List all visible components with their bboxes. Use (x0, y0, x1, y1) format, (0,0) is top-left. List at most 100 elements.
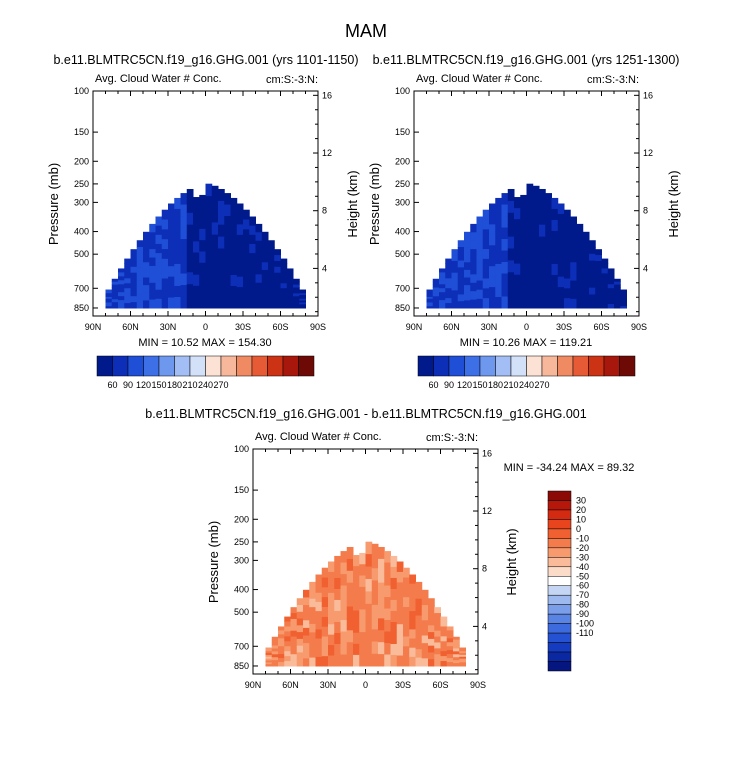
field-cell (105, 300, 113, 303)
field-cell (359, 564, 366, 577)
field-cell (365, 591, 373, 605)
y-tick-label: 200 (234, 514, 249, 524)
field-cell (464, 300, 471, 309)
field-cell (439, 304, 446, 309)
field-cell (476, 271, 484, 282)
field-cell (118, 268, 125, 273)
field-cell (136, 274, 144, 282)
x-tick-label: 60S (593, 322, 609, 332)
field-cell (457, 247, 465, 255)
field-cell (446, 642, 454, 647)
field-cell (507, 224, 515, 238)
field-cell (143, 285, 150, 294)
field-cell (453, 639, 460, 644)
field-cell (271, 654, 279, 658)
field-cell (520, 228, 527, 241)
field-cell (124, 298, 131, 304)
field-cell (532, 283, 540, 297)
field-cell (520, 194, 527, 207)
field-cell (193, 230, 200, 242)
field-cell (274, 266, 281, 274)
panel-1-colorbar: 60 90 120 150 180 210 240 270 (96, 355, 315, 390)
colorbar-box (541, 355, 558, 377)
field-cell (601, 263, 609, 269)
field-cell (155, 225, 163, 236)
field-cell (365, 628, 373, 642)
field-cell (180, 273, 188, 286)
field-cell (359, 643, 366, 656)
field-cell (495, 230, 502, 243)
field-cell (607, 292, 615, 297)
field-cell (620, 289, 627, 292)
field-cell (186, 236, 194, 249)
field-cell (365, 566, 373, 580)
field-cell (371, 580, 379, 594)
field-cell (180, 216, 188, 229)
colorbar-box (547, 604, 572, 615)
field-cell (111, 293, 119, 297)
field-cell (440, 626, 448, 632)
y-right-tick-label: 16 (322, 90, 332, 100)
field-cell (359, 609, 366, 622)
colorbar-box (547, 642, 572, 653)
field-cell (346, 558, 354, 572)
field-cell (315, 574, 323, 585)
field-cell (403, 656, 410, 667)
field-cell (359, 552, 366, 565)
field-cell (459, 660, 466, 663)
field-cell (415, 581, 423, 591)
colorbar-box (547, 613, 572, 624)
field-cell (365, 603, 373, 617)
colorbar-box (267, 355, 284, 377)
field-cell (340, 562, 348, 575)
field-cell (582, 254, 590, 263)
colorbar-label: -10 (576, 533, 589, 543)
field-cell (309, 615, 316, 625)
field-cell (446, 646, 454, 651)
field-cell (453, 660, 460, 664)
field-cell (409, 583, 416, 594)
field-cell (421, 643, 429, 652)
field-cell (303, 650, 310, 659)
field-cell (261, 292, 269, 301)
field-cell (576, 274, 584, 284)
panel-1-ylabel: Pressure (mb) (46, 163, 61, 245)
field-cell (224, 262, 231, 275)
field-cell (390, 566, 398, 579)
field-cell (130, 278, 138, 285)
field-cell (180, 250, 188, 263)
field-cell (174, 285, 181, 298)
field-cell (432, 302, 440, 306)
field-cell (193, 197, 200, 209)
field-cell (118, 284, 125, 289)
panel-1-left-string: Avg. Cloud Water # Conc. (95, 73, 222, 85)
field-cell (105, 289, 113, 292)
field-cell (507, 248, 515, 261)
field-cell (428, 659, 435, 667)
field-cell (186, 248, 194, 261)
colorbar-box (205, 355, 222, 377)
field-cell (268, 267, 275, 275)
field-cell (249, 253, 256, 263)
field-cell (564, 268, 571, 280)
field-cell (180, 204, 188, 217)
field-cell (439, 296, 446, 301)
field-cell (236, 203, 244, 215)
field-cell (205, 220, 213, 234)
field-cell (346, 570, 354, 584)
field-cell (607, 304, 615, 309)
field-cell (607, 284, 615, 289)
field-cell (293, 284, 300, 289)
field-cell (180, 296, 188, 309)
field-cell (507, 260, 515, 273)
y-right-tick-label: 12 (482, 506, 492, 516)
field-cell (453, 657, 460, 661)
field-cell (426, 295, 434, 298)
field-cell (526, 295, 534, 309)
field-cell (230, 219, 238, 232)
field-cell (532, 222, 540, 236)
field-cell (432, 293, 440, 297)
field-cell (545, 296, 552, 309)
field-cell (545, 285, 552, 298)
x-tick-label: 90N (406, 322, 423, 332)
